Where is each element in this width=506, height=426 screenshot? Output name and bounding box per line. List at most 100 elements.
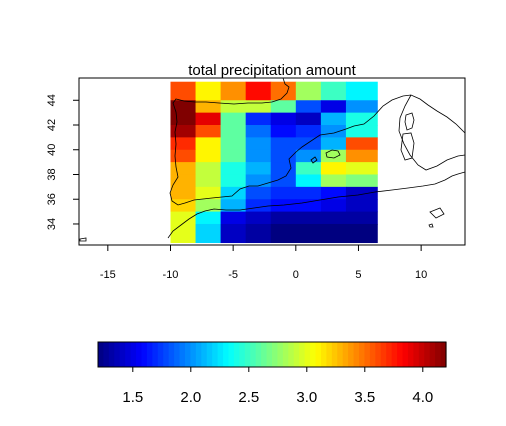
colorbar-swatch <box>375 342 382 367</box>
heatmap-cell <box>220 199 247 213</box>
heatmap-cell <box>220 137 247 151</box>
colorbar-swatch <box>233 342 240 367</box>
colorbar-swatch <box>337 342 344 367</box>
colorbar-swatch <box>201 342 208 367</box>
heatmap-cell <box>345 112 378 126</box>
y-tick-label: 40 <box>46 144 58 156</box>
colorbar-swatch <box>141 342 148 367</box>
heatmap-cell <box>245 223 272 244</box>
colorbar-tick-label: 3.5 <box>354 389 375 406</box>
heatmap-cell <box>245 211 272 225</box>
colorbar-swatch <box>98 342 105 367</box>
heatmap-cell <box>170 223 197 244</box>
sardinia-island <box>400 132 415 161</box>
colorbar-swatch <box>424 342 431 367</box>
heatmap-cell <box>320 149 347 163</box>
colorbar-swatch <box>288 342 295 367</box>
colorbar-swatch <box>293 342 300 367</box>
heatmap-cell <box>220 174 247 188</box>
heatmap-cell <box>295 223 322 244</box>
heatmap-cell <box>220 186 247 200</box>
heatmap-cells <box>170 81 378 244</box>
colorbar-swatch <box>125 342 132 367</box>
x-tick-label: -15 <box>100 269 116 281</box>
heatmap-cell <box>195 174 222 188</box>
heatmap-cell <box>195 125 222 138</box>
heatmap-cell <box>345 186 378 200</box>
colorbar-swatch <box>342 342 349 367</box>
colorbar-swatch <box>429 342 436 367</box>
colorbar-swatch <box>114 342 121 367</box>
heatmap-cell <box>270 223 297 244</box>
colorbar-tick-label: 1.5 <box>122 389 143 406</box>
heatmap-cell <box>170 100 197 114</box>
heatmap-cell <box>245 112 272 126</box>
colorbar-swatch <box>282 342 289 367</box>
colorbar-swatch <box>304 342 311 367</box>
heatmap-cell <box>295 125 322 138</box>
heatmap-cell <box>195 186 222 200</box>
heatmap-cell <box>320 211 347 225</box>
colorbar-swatch <box>174 342 181 367</box>
heatmap-cell <box>170 149 197 163</box>
heatmap-cell <box>270 100 297 114</box>
heatmap-cell <box>245 199 272 213</box>
heatmap-cell <box>295 112 322 126</box>
colorbar-swatch <box>440 342 447 367</box>
colorbar-tick-label: 2.5 <box>238 389 259 406</box>
heatmap-cell <box>245 100 272 114</box>
colorbar-swatch <box>212 342 219 367</box>
x-axis: -15 -10 -5 0 5 10 <box>100 245 427 281</box>
colorbar-swatch <box>435 342 442 367</box>
heatmap-cell <box>245 174 272 188</box>
heatmap-cell <box>245 81 272 101</box>
colorbar-swatch <box>299 342 306 367</box>
colorbar-swatch <box>228 342 235 367</box>
x-tick-label: 5 <box>355 269 361 281</box>
colorbar-tick-label: 3.0 <box>296 389 317 406</box>
x-tick-label: 0 <box>293 269 299 281</box>
colorbar-swatch <box>315 342 322 367</box>
iberia-coastline <box>169 77 355 206</box>
heatmap-cell <box>320 100 347 114</box>
colorbar-swatch <box>217 342 224 367</box>
heatmap-cell <box>195 81 222 101</box>
y-axis: 34 36 38 40 42 44 <box>46 94 79 230</box>
heatmap-cell <box>195 149 222 163</box>
heatmap-cell <box>270 174 297 188</box>
colorbar-swatch <box>261 342 268 367</box>
colorbar-tick-label: 4.0 <box>412 389 433 406</box>
y-tick-label: 34 <box>46 218 58 230</box>
heatmap-cell <box>320 162 347 175</box>
x-tick-label: -10 <box>163 269 179 281</box>
colorbar-swatch <box>353 342 360 367</box>
colorbar-swatch <box>391 342 398 367</box>
heatmap-cell <box>220 149 247 163</box>
heatmap-cell <box>195 112 222 126</box>
colorbar: 1.5 2.0 2.5 3.0 3.5 4.0 <box>98 342 447 406</box>
heatmap-cell <box>295 174 322 188</box>
heatmap-cell <box>195 100 222 114</box>
colorbar-swatch <box>190 342 197 367</box>
colorbar-swatch <box>418 342 425 367</box>
heatmap-cell <box>270 211 297 225</box>
colorbar-swatch <box>119 342 126 367</box>
colorbar-swatch <box>255 342 262 367</box>
colorbar-swatch <box>386 342 393 367</box>
heatmap-cell <box>195 211 222 225</box>
heatmap-cell <box>345 137 378 151</box>
heatmap-cell <box>220 81 247 101</box>
y-tick-label: 42 <box>46 119 58 131</box>
heatmap-cell <box>295 100 322 114</box>
y-tick-label: 44 <box>46 94 58 106</box>
heatmap-cell <box>345 162 378 175</box>
colorbar-swatch <box>326 342 333 367</box>
heatmap-cell <box>170 112 197 126</box>
heatmap-cell <box>345 81 378 101</box>
heatmap-cell <box>345 223 378 244</box>
colorbar-swatch <box>195 342 202 367</box>
heatmap-cell <box>170 186 197 200</box>
canary-island <box>79 237 87 242</box>
colorbar-swatch <box>152 342 159 367</box>
